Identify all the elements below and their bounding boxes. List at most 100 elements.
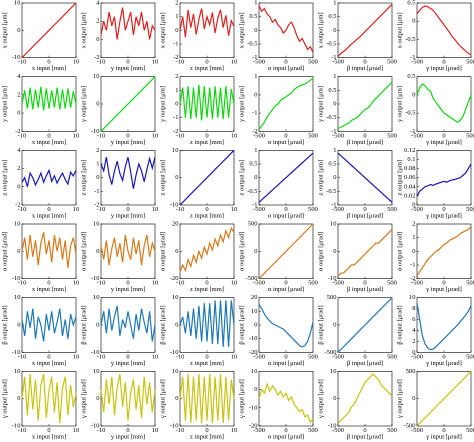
data-line [179, 374, 235, 424]
plot-area [100, 2, 156, 58]
data-line [100, 7, 156, 40]
x-axis-label: α input [μrad] [268, 360, 304, 367]
y-tick-label: -10 [12, 54, 21, 61]
y-tick-label: 0.06 [404, 174, 416, 181]
y-tick-label: -10 [91, 349, 100, 356]
y-tick-label: -1 [331, 54, 336, 61]
x-tick-label: -10 [97, 427, 106, 434]
x-tick-label: -500 [253, 427, 265, 434]
plot-area [416, 297, 472, 353]
y-axis-label: α output [μrad] [238, 232, 245, 271]
x-axis-label: γ input [μrad] [425, 286, 462, 293]
x-tick-label: 0 [47, 206, 50, 213]
x-tick-label: 10 [231, 280, 238, 287]
x-tick-label: 500 [387, 280, 397, 287]
y-axis-label: γ output [μrad] [238, 379, 245, 419]
x-tick-label: -500 [332, 280, 344, 287]
y-tick-label: -10 [170, 422, 179, 429]
plot-area [337, 76, 393, 132]
y-tick-label: 0 [412, 248, 415, 255]
y-tick-label: 2 [17, 91, 20, 98]
x-axis-label: β input [μrad] [347, 212, 383, 219]
y-tick-label: 0 [175, 248, 178, 255]
y-tick-label: -10 [12, 275, 21, 282]
data-line [21, 2, 77, 59]
x-axis-label: γ input [μrad] [425, 139, 462, 146]
x-axis-label: γ input [μrad] [425, 360, 462, 367]
y-tick-label: 0.5 [249, 160, 257, 167]
y-axis-label: β output [μrad] [1, 305, 8, 344]
y-axis-label: β output [μrad] [396, 305, 403, 344]
x-tick-label: 0 [284, 59, 287, 66]
x-axis-label: z input [mm] [190, 286, 224, 293]
y-tick-label: 10 [93, 294, 100, 301]
y-axis-label: α output [μrad] [317, 232, 324, 271]
data-line [21, 232, 77, 268]
data-line [416, 163, 472, 197]
x-tick-label: -500 [411, 206, 423, 213]
x-tick-label: -500 [253, 132, 265, 139]
x-axis-label: x input [mm] [32, 139, 66, 146]
y-tick-label: 0.5 [249, 13, 257, 20]
data-line [100, 373, 156, 421]
data-line [100, 305, 156, 342]
x-tick-label: 0 [284, 427, 287, 434]
data-line [21, 308, 77, 342]
y-axis-label: y output [μm] [238, 86, 245, 122]
plot-area [100, 297, 156, 353]
y-tick-label: -2 [94, 201, 99, 208]
x-axis-label: γ input [μrad] [425, 433, 462, 440]
y-tick-label: -0.5 [247, 40, 257, 47]
x-tick-label: 0 [442, 132, 445, 139]
y-tick-label: -10 [249, 404, 258, 411]
x-axis-label: z input [mm] [190, 212, 224, 219]
x-tick-label: 0 [47, 280, 50, 287]
y-tick-label: 2 [96, 18, 99, 25]
x-tick-label: 10 [73, 427, 80, 434]
x-tick-label: 10 [73, 132, 80, 139]
y-axis-label: y output [μm] [1, 86, 8, 122]
y-tick-label: 0.5 [328, 87, 336, 94]
y-tick-label: 10 [172, 368, 179, 375]
y-tick-label: -10 [12, 422, 21, 429]
y-tick-label: -1 [331, 201, 336, 208]
y-tick-label: -0.5 [405, 110, 415, 117]
y-axis-label: x output [μm] [80, 12, 87, 48]
x-tick-label: 10 [152, 280, 159, 287]
x-tick-label: 0 [363, 427, 366, 434]
y-tick-label: 1 [254, 73, 257, 80]
y-tick-label: 8 [412, 305, 415, 312]
x-tick-label: -10 [176, 59, 185, 66]
x-tick-label: -500 [253, 59, 265, 66]
x-axis-label: z input [mm] [190, 433, 224, 440]
y-tick-label: -10 [91, 275, 100, 282]
x-axis-label: x input [mm] [32, 286, 66, 293]
y-tick-label: -10 [328, 422, 337, 429]
x-tick-label: 0 [47, 59, 50, 66]
y-tick-label: -10 [249, 335, 258, 342]
x-axis-label: z input [mm] [190, 360, 224, 367]
y-tick-label: -10 [170, 349, 179, 356]
y-tick-label: 0 [333, 248, 336, 255]
x-tick-label: 0 [205, 280, 208, 287]
x-axis-label: y input [mm] [111, 286, 145, 293]
data-line [100, 234, 156, 266]
x-axis-label: α input [μrad] [268, 65, 304, 72]
y-tick-label: 2 [175, 0, 178, 6]
y-tick-label: 0 [175, 321, 178, 328]
y-tick-label: -1 [173, 114, 178, 121]
x-tick-label: 10 [231, 132, 238, 139]
y-tick-label: 10 [251, 308, 258, 315]
x-tick-label: -10 [97, 206, 106, 213]
y-tick-label: 0 [96, 100, 99, 107]
x-axis-label: β input [μrad] [347, 65, 383, 72]
x-tick-label: 0 [126, 206, 129, 213]
y-tick-label: 1 [254, 147, 257, 154]
y-axis-label: β output [μrad] [317, 305, 324, 344]
x-tick-label: 0 [126, 280, 129, 287]
y-tick-label: 20 [251, 294, 258, 301]
x-tick-label: 0 [442, 59, 445, 66]
y-tick-label: -10 [91, 128, 100, 135]
y-tick-label: 0.12 [404, 147, 415, 154]
